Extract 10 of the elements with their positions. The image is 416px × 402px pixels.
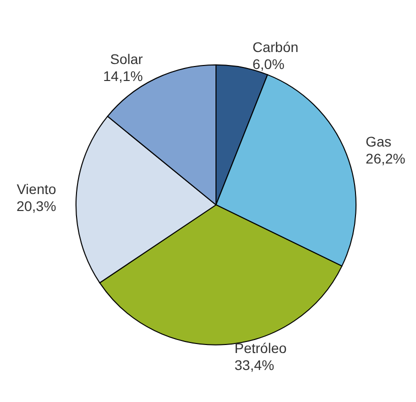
slice-label: Gas xyxy=(366,133,392,150)
slice-label: Viento xyxy=(16,181,56,198)
slice-label: Carbón xyxy=(252,39,298,56)
data-label: 33,4% xyxy=(234,356,274,373)
data-label: 6,0% xyxy=(252,56,284,72)
data-label: 26,2% xyxy=(366,150,406,166)
slice-label: Solar xyxy=(110,51,144,68)
slice-label: Petróleo xyxy=(234,340,287,356)
data-label: 20,3% xyxy=(16,198,56,214)
data-label: 14,1% xyxy=(103,68,143,84)
